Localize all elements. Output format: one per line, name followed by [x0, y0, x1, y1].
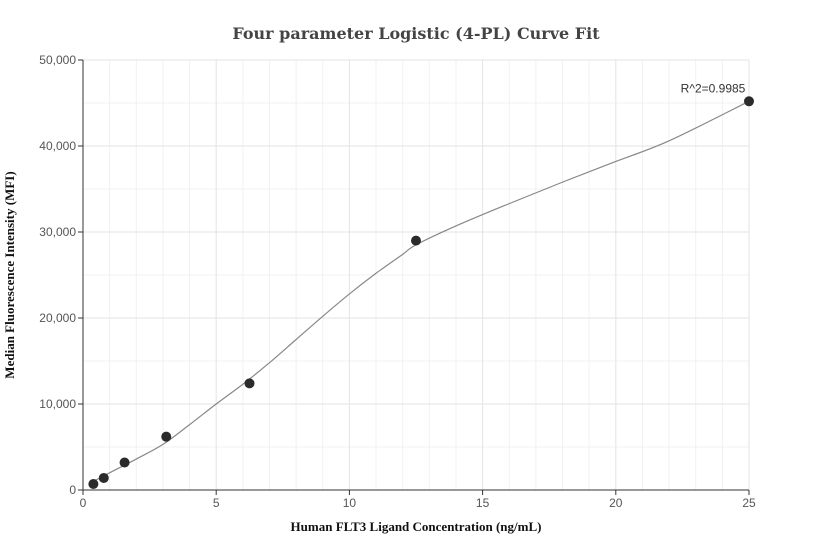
- data-point: [244, 378, 255, 389]
- grid: [82, 59, 750, 491]
- x-tick-label: 5: [213, 496, 220, 510]
- data-point: [88, 478, 99, 489]
- y-tick-label: 20,000: [39, 311, 76, 325]
- x-tick-label: 15: [476, 496, 490, 510]
- plot-area: R^2=0.9985: [88, 81, 754, 489]
- y-tick-label: 40,000: [39, 139, 76, 153]
- y-tick-label: 50,000: [39, 53, 76, 67]
- y-tick-label: 30,000: [39, 225, 76, 239]
- r-squared-annotation: R^2=0.9985: [681, 81, 746, 95]
- data-point: [744, 96, 754, 107]
- data-point: [119, 457, 130, 468]
- data-point: [161, 431, 172, 442]
- chart-title: Four parameter Logistic (4-PL) Curve Fit: [232, 24, 600, 43]
- data-point: [411, 235, 421, 246]
- data-point: [98, 472, 109, 483]
- x-axis-label: Human FLT3 Ligand Concentration (ng/mL): [291, 519, 542, 534]
- x-tick-label: 20: [609, 496, 623, 510]
- x-tick-label: 25: [742, 496, 756, 510]
- y-tick-label: 0: [69, 483, 76, 497]
- y-tick-label: 10,000: [39, 397, 76, 411]
- fit-curve: [93, 100, 750, 482]
- ticks: 0 5 10 15 20 25 0 10,000 20,000 30,000 40,000 50,00…: [39, 53, 756, 510]
- y-axis-label: Median Fluorescence Intensity (MFI): [2, 171, 17, 378]
- axes: [82, 60, 749, 491]
- x-tick-label: 10: [343, 496, 357, 510]
- x-tick-label: 0: [80, 496, 87, 510]
